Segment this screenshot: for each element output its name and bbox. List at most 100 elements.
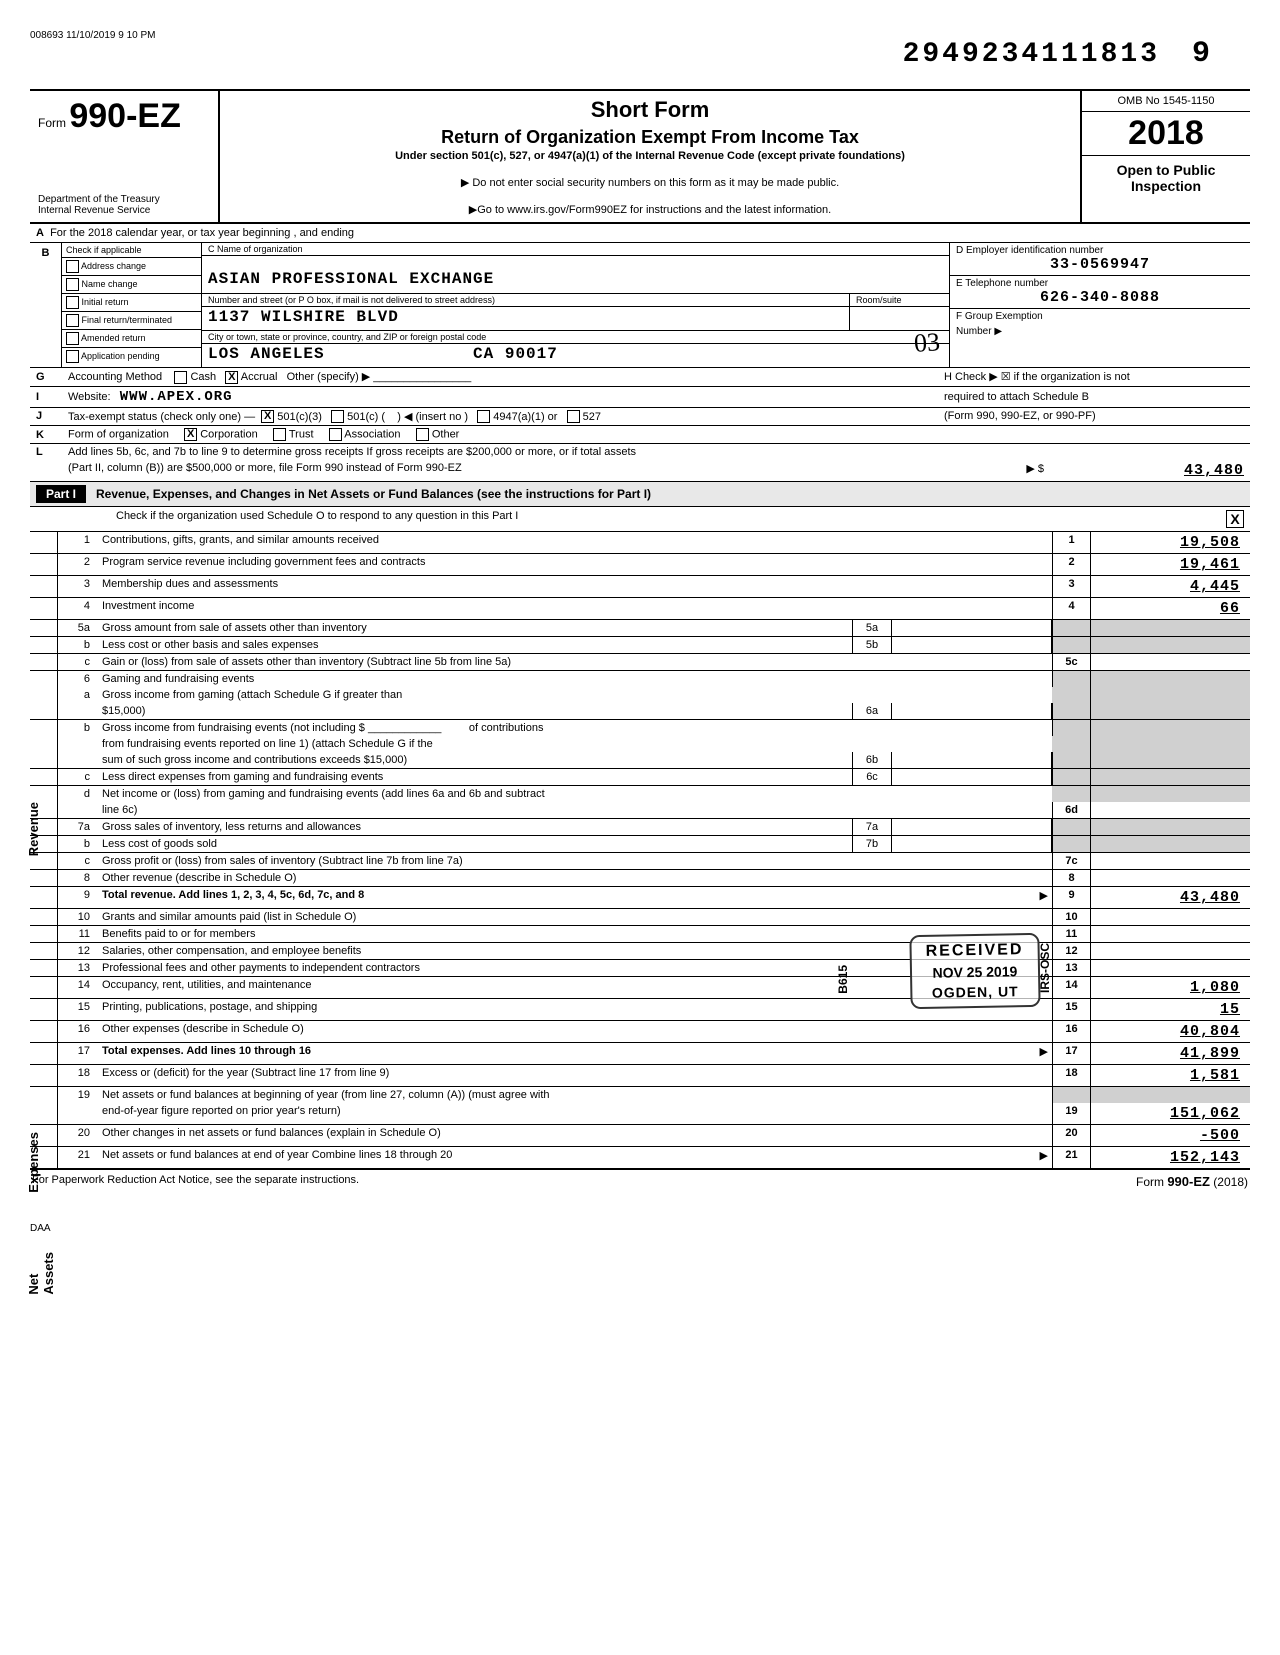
line-17: 17Total expenses. Add lines 10 through 1… (30, 1043, 1250, 1065)
footer-right: Form 990-EZ (2018) (1136, 1174, 1248, 1189)
sched-o-row: Check if the organization used Schedule … (30, 507, 1250, 532)
l-text1: Add lines 5b, 6c, and 7b to line 9 to de… (68, 446, 1244, 458)
handwrite-03: 03 (913, 327, 941, 359)
part1-title: Revenue, Expenses, and Changes in Net As… (96, 487, 651, 501)
chk-final[interactable]: Final return/terminated (62, 312, 201, 330)
line-8: 8Other revenue (describe in Schedule O)8 (30, 870, 1250, 887)
row-a: A For the 2018 calendar year, or tax yea… (30, 224, 1250, 243)
form-number-big: 990-EZ (69, 97, 181, 135)
c-label: C Name of organization (202, 243, 949, 256)
chk-amended[interactable]: Amended return (62, 330, 201, 348)
check-header: Check if applicable (62, 243, 201, 258)
tax-year: 2018 (1082, 112, 1250, 156)
line-l1: L Add lines 5b, 6c, and 7b to line 9 to … (30, 444, 1250, 460)
received-stamp: RECEIVED NOV 25 2019 OGDEN, UT (910, 933, 1041, 1009)
line-g: G Accounting Method Cash X Accrual Other… (30, 368, 1250, 387)
omb-number: OMB No 1545-1150 (1082, 91, 1250, 112)
line-19-1: 19Net assets or fund balances at beginni… (30, 1087, 1250, 1103)
line-2: 2Program service revenue including gover… (30, 554, 1250, 576)
line-6: 6Gaming and fundraising events (30, 671, 1250, 687)
open-public: Open to Public Inspection (1082, 156, 1250, 200)
stamp-irs-osc: IRS-OSC (1038, 943, 1052, 993)
top-number-row: 2949234111813 9 (30, 49, 1250, 89)
l-text2: (Part II, column (B)) are $500,000 or mo… (68, 462, 1004, 479)
line-6d-1: dNet income or (loss) from gaming and fu… (30, 786, 1250, 802)
i-text: Website: WWW.APEX.ORG (68, 389, 944, 405)
received-date: NOV 25 2019 (926, 963, 1024, 981)
form-header: Form 990-EZ Department of the Treasury I… (30, 89, 1250, 224)
table-area: Revenue Expenses Net Assets 1Contributio… (30, 532, 1250, 1168)
stamp-number-tail: 9 (1192, 37, 1210, 71)
stamp-b615: B615 (836, 965, 850, 994)
line-7a: 7aGross sales of inventory, less returns… (30, 819, 1250, 836)
net-assets-label: Net Assets (26, 1252, 56, 1295)
l-amount: 43,480 (1044, 462, 1244, 479)
line-7c: cGross profit or (loss) from sales of in… (30, 853, 1250, 870)
inspection-text: Inspection (1086, 178, 1246, 194)
j-text: Tax-exempt status (check only one) — X 5… (68, 410, 944, 424)
stamp-number: 2949234111813 (903, 39, 1160, 70)
col-check: Check if applicable Address change Name … (62, 243, 202, 367)
ein: 33-0569947 (956, 256, 1244, 273)
col-right: D Employer identification number 33-0569… (950, 243, 1250, 367)
short-form-title: Short Form (230, 97, 1070, 123)
street-label: Number and street (or P O box, if mail i… (202, 294, 849, 307)
line-l2: (Part II, column (B)) are $500,000 or mo… (30, 460, 1250, 482)
header-middle: Short Form Return of Organization Exempt… (220, 91, 1080, 222)
d-cell: D Employer identification number 33-0569… (950, 243, 1250, 276)
line-i: I Website: WWW.APEX.ORG required to atta… (30, 387, 1250, 408)
chk-name[interactable]: Name change (62, 276, 201, 294)
k-label: K (36, 429, 68, 441)
part1-label: Part I (36, 485, 86, 503)
form-prefix: Form (38, 116, 66, 130)
return-title: Return of Organization Exempt From Incom… (230, 127, 1070, 148)
part1-header: Part I Revenue, Expenses, and Changes in… (30, 482, 1250, 507)
f-label: F Group Exemption (956, 311, 1244, 322)
line-1: 1Contributions, gifts, grants, and simil… (30, 532, 1250, 554)
line-5a: 5aGross amount from sale of assets other… (30, 620, 1250, 637)
dept-irs: Internal Revenue Service (38, 205, 210, 216)
line-6b-2: from fundraising events reported on line… (30, 736, 1250, 752)
chk-address[interactable]: Address change (62, 258, 201, 276)
l-arrow: ▶ $ (1004, 462, 1044, 479)
line-6a-2: $15,000)6a (30, 703, 1250, 720)
g-label: G (36, 371, 68, 383)
subtitle: Under section 501(c), 527, or 4947(a)(1)… (230, 150, 1070, 162)
chk-pending[interactable]: Application pending (62, 348, 201, 365)
state-zip: CA 90017 (473, 345, 558, 363)
open-text: Open to Public (1086, 162, 1246, 178)
revenue-label: Revenue (26, 802, 41, 856)
org-name: ASIAN PROFESSIONAL EXCHANGE (202, 256, 949, 294)
line-7b: bLess cost of goods sold7b (30, 836, 1250, 853)
city: LOS ANGELES (208, 345, 325, 363)
footer: For Paperwork Reduction Act Notice, see … (30, 1168, 1250, 1193)
city-state-zip: LOS ANGELES CA 90017 (202, 344, 949, 367)
line-14: 14Occupancy, rent, utilities, and mainte… (30, 977, 1250, 999)
line-3: 3Membership dues and assessments34,445 (30, 576, 1250, 598)
line-j: J Tax-exempt status (check only one) — X… (30, 408, 1250, 427)
note-ssn: ▶ Do not enter social security numbers o… (230, 176, 1070, 189)
line-6c: cLess direct expenses from gaming and fu… (30, 769, 1250, 786)
website-url: WWW.APEX.ORG (120, 389, 233, 405)
e-label: E Telephone number (956, 278, 1244, 289)
note-url: ▶Go to www.irs.gov/Form990EZ for instruc… (230, 203, 1070, 216)
j-label: J (36, 410, 68, 422)
e-cell: E Telephone number 626-340-8088 (950, 276, 1250, 309)
sched-o-text: Check if the organization used Schedule … (36, 510, 518, 528)
l-label2 (36, 462, 68, 479)
f-cell: F Group Exemption Number ▶ (950, 309, 1250, 339)
line-12: 12Salaries, other compensation, and empl… (30, 943, 1250, 960)
phone: 626-340-8088 (956, 289, 1244, 306)
line-15: 15Printing, publications, postage, and s… (30, 999, 1250, 1021)
f-sub: Number ▶ (956, 322, 1244, 337)
footer-left: For Paperwork Reduction Act Notice, see … (32, 1174, 359, 1189)
chk-initial[interactable]: Initial return (62, 294, 201, 312)
department: Department of the Treasury Internal Reve… (38, 194, 210, 216)
h3-text: (Form 990, 990-EZ, or 990-PF) (944, 410, 1244, 422)
line-6a-1: aGross income from gaming (attach Schedu… (30, 687, 1250, 703)
l-label: L (36, 446, 68, 458)
sched-o-checkbox[interactable]: X (1226, 510, 1244, 528)
line-4: 4Investment income466 (30, 598, 1250, 620)
line-18: 18Excess or (deficit) for the year (Subt… (30, 1065, 1250, 1087)
line-6b-1: bGross income from fundraising events (n… (30, 720, 1250, 736)
